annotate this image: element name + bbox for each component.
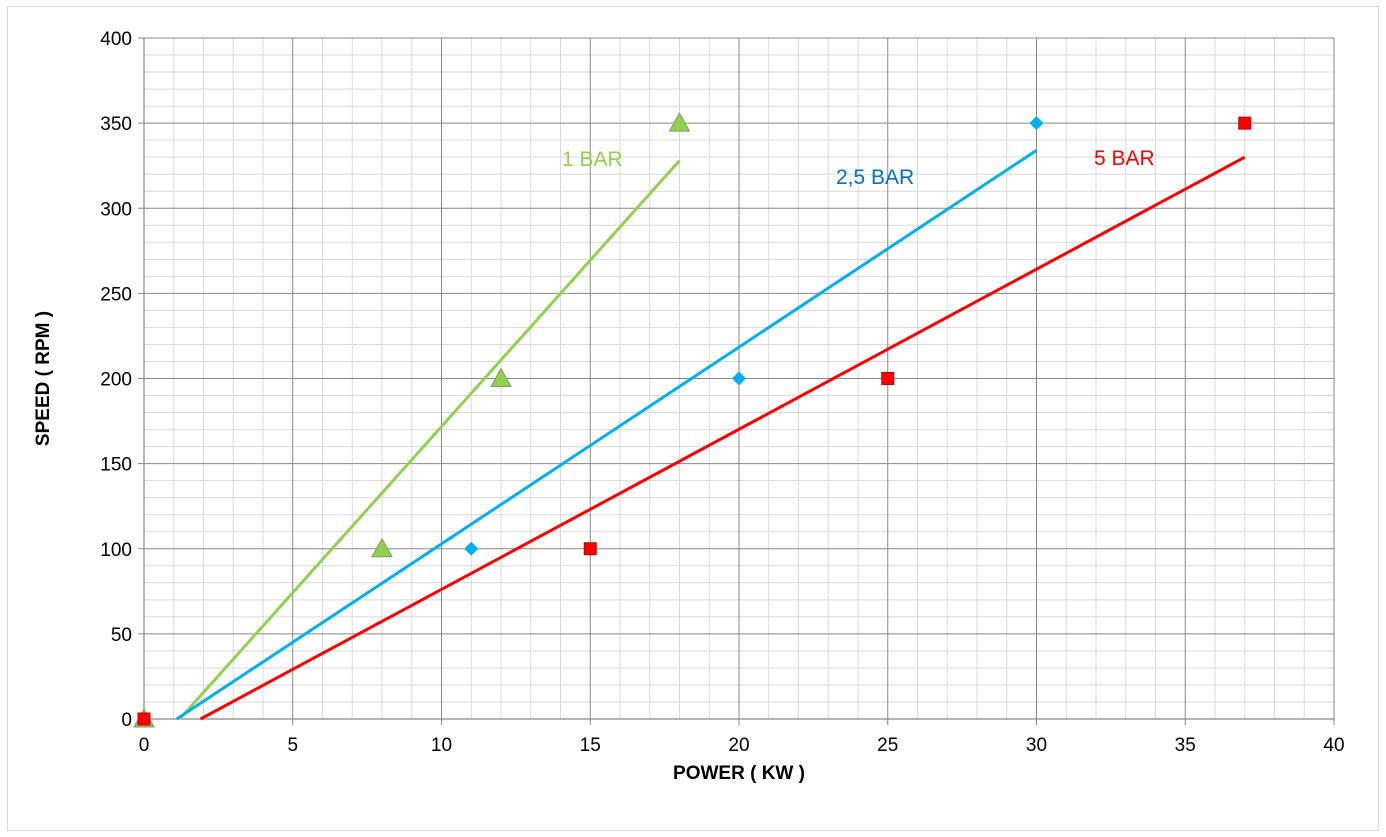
data-point-2-5-bar [464,542,478,556]
data-point-5-bar [138,713,150,725]
y-tick-label: 400 [100,29,132,50]
data-point-5-bar [1239,117,1251,129]
y-axis-title: SPEED ( RPM ) [33,311,54,446]
series-label-5-bar: 5 BAR [1094,147,1155,170]
data-point-1-bar [670,113,690,131]
trendline-1-bar [180,161,680,719]
x-axis-title: POWER ( KW ) [673,763,805,784]
data-point-5-bar [882,373,894,385]
x-tick-label: 20 [728,735,749,756]
x-tick-label: 10 [431,735,452,756]
y-tick-label: 0 [121,710,132,731]
x-tick-label: 0 [139,735,150,756]
y-tick-label: 200 [100,370,132,391]
y-tick-label: 250 [100,284,132,305]
x-tick-label: 40 [1323,735,1344,756]
y-tick-label: 300 [100,199,132,220]
series-label-2-5-bar: 2,5 BAR [836,166,914,189]
data-point-5-bar [584,543,596,555]
x-tick-label: 15 [580,735,601,756]
data-point-1-bar [372,539,392,557]
trendline-5-bar [201,157,1245,719]
x-tick-label: 5 [287,735,298,756]
x-tick-label: 30 [1026,735,1047,756]
y-tick-label: 150 [100,455,132,476]
data-point-1-bar [491,369,511,387]
y-tick-label: 100 [100,540,132,561]
y-tick-label: 350 [100,114,132,135]
y-tick-label: 50 [111,625,132,646]
x-tick-label: 25 [877,735,898,756]
x-tick-label: 35 [1175,735,1196,756]
data-point-2-5-bar [1030,116,1044,130]
data-point-2-5-bar [732,372,746,386]
series-label-1-bar: 1 BAR [562,148,623,171]
